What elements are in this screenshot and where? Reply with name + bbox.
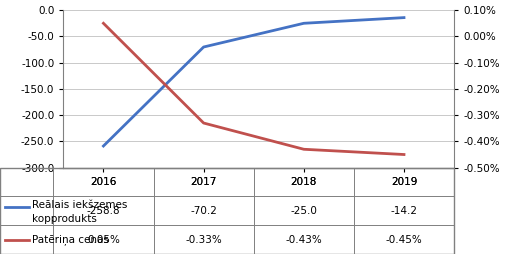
Bar [154, 168, 254, 196]
Text: 2019: 2019 [391, 177, 417, 187]
Text: -25.0: -25.0 [290, 206, 317, 216]
Bar [0, 168, 454, 254]
Bar [254, 168, 354, 196]
Bar [354, 225, 454, 254]
Text: -70.2: -70.2 [190, 206, 217, 216]
Text: 2018: 2018 [290, 177, 317, 187]
Text: -258.8: -258.8 [87, 206, 120, 216]
Bar [154, 225, 254, 254]
Bar [0, 168, 53, 196]
Text: 2016: 2016 [90, 177, 117, 187]
Text: -0.45%: -0.45% [385, 235, 422, 245]
Text: kopprodukts: kopprodukts [32, 214, 97, 225]
Bar [53, 196, 154, 225]
Text: 2017: 2017 [191, 177, 217, 187]
Bar [0, 225, 53, 254]
Bar [354, 196, 454, 225]
Text: Reālais iekšzemes: Reālais iekšzemes [32, 200, 127, 210]
Text: 0.05%: 0.05% [87, 235, 120, 245]
Text: -0.33%: -0.33% [185, 235, 222, 245]
Bar [254, 225, 354, 254]
Bar [254, 196, 354, 225]
Text: Patēriņa cenas: Patēriņa cenas [32, 234, 109, 245]
Text: -14.2: -14.2 [391, 206, 418, 216]
Bar [0, 196, 53, 225]
Text: -0.43%: -0.43% [286, 235, 322, 245]
Bar [354, 168, 454, 196]
Bar [53, 225, 154, 254]
Bar [53, 168, 154, 196]
Bar [154, 196, 254, 225]
